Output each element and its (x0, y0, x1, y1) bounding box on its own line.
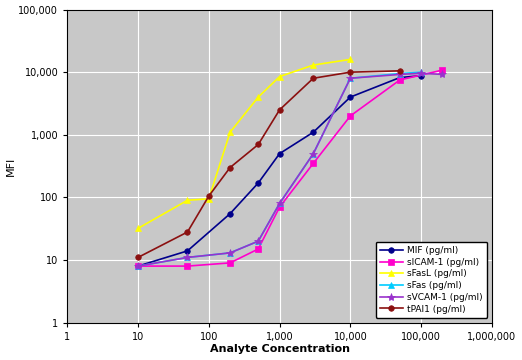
sVCAM-1 (pg/ml) (135, 264, 141, 268)
Line: tPAI1 (pg/ml): tPAI1 (pg/ml) (135, 68, 402, 260)
sVCAM-1 (pg/ml) (347, 76, 353, 80)
Legend: MIF (pg/ml), sICAM-1 (pg/ml), sFasL (pg/ml), sFas (pg/ml), sVCAM-1 (pg/ml), tPAI: MIF (pg/ml), sICAM-1 (pg/ml), sFasL (pg/… (376, 242, 488, 318)
sICAM-1 (pg/ml) (135, 264, 141, 268)
MIF (pg/ml) (135, 264, 141, 268)
sVCAM-1 (pg/ml) (310, 152, 316, 156)
sVCAM-1 (pg/ml) (418, 71, 424, 76)
sFasL (pg/ml) (347, 57, 353, 62)
MIF (pg/ml) (397, 75, 403, 80)
sFas (pg/ml) (277, 201, 283, 206)
sFas (pg/ml) (135, 264, 141, 268)
sFasL (pg/ml) (135, 226, 141, 230)
sVCAM-1 (pg/ml) (277, 201, 283, 206)
sFas (pg/ml) (227, 251, 233, 255)
tPAI1 (pg/ml) (135, 255, 141, 260)
sICAM-1 (pg/ml) (310, 161, 316, 166)
sVCAM-1 (pg/ml) (397, 72, 403, 77)
X-axis label: Analyte Concentration: Analyte Concentration (209, 345, 350, 355)
tPAI1 (pg/ml) (227, 165, 233, 170)
sICAM-1 (pg/ml) (184, 264, 191, 268)
sICAM-1 (pg/ml) (440, 68, 446, 72)
tPAI1 (pg/ml) (184, 230, 191, 234)
sVCAM-1 (pg/ml) (227, 251, 233, 255)
sVCAM-1 (pg/ml) (440, 72, 446, 77)
Line: sICAM-1 (pg/ml): sICAM-1 (pg/ml) (135, 67, 446, 270)
sFas (pg/ml) (255, 239, 262, 243)
sFas (pg/ml) (347, 76, 353, 80)
sFasL (pg/ml) (227, 130, 233, 134)
MIF (pg/ml) (227, 212, 233, 216)
sICAM-1 (pg/ml) (227, 261, 233, 265)
MIF (pg/ml) (255, 181, 262, 185)
sICAM-1 (pg/ml) (397, 78, 403, 82)
sFasL (pg/ml) (184, 198, 191, 202)
Line: sFas (pg/ml): sFas (pg/ml) (135, 69, 424, 269)
MIF (pg/ml) (310, 130, 316, 134)
sFasL (pg/ml) (310, 63, 316, 67)
sVCAM-1 (pg/ml) (255, 239, 262, 243)
sICAM-1 (pg/ml) (277, 205, 283, 209)
sFasL (pg/ml) (277, 75, 283, 79)
MIF (pg/ml) (184, 249, 191, 253)
sFasL (pg/ml) (255, 95, 262, 99)
tPAI1 (pg/ml) (277, 108, 283, 112)
sFas (pg/ml) (397, 71, 403, 76)
sFas (pg/ml) (310, 152, 316, 156)
sICAM-1 (pg/ml) (255, 247, 262, 251)
sFasL (pg/ml) (206, 197, 212, 201)
sVCAM-1 (pg/ml) (184, 255, 191, 260)
tPAI1 (pg/ml) (310, 76, 316, 80)
Line: sFasL (pg/ml): sFasL (pg/ml) (135, 56, 354, 232)
sFas (pg/ml) (418, 70, 424, 74)
tPAI1 (pg/ml) (255, 142, 262, 147)
MIF (pg/ml) (347, 95, 353, 99)
Line: MIF (pg/ml): MIF (pg/ml) (135, 73, 424, 269)
sFas (pg/ml) (184, 255, 191, 260)
MIF (pg/ml) (277, 152, 283, 156)
Y-axis label: MFI: MFI (6, 157, 16, 176)
MIF (pg/ml) (418, 73, 424, 78)
tPAI1 (pg/ml) (397, 69, 403, 73)
tPAI1 (pg/ml) (206, 194, 212, 198)
sICAM-1 (pg/ml) (347, 114, 353, 118)
tPAI1 (pg/ml) (347, 70, 353, 74)
Line: sVCAM-1 (pg/ml): sVCAM-1 (pg/ml) (134, 69, 447, 270)
